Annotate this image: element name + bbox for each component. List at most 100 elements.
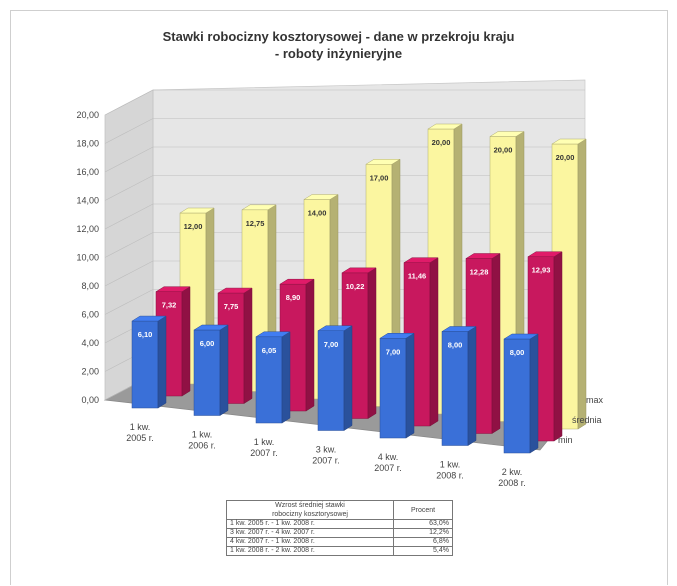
data-label-max: 20,00 — [432, 138, 451, 147]
bar-min-front — [131, 320, 159, 409]
x-tick-label: 2 kw. — [502, 467, 523, 477]
bar-max-top — [365, 159, 401, 165]
y-tick-label: 10,00 — [76, 253, 99, 263]
x-tick-label: 3 kw. — [316, 445, 337, 455]
bar-min-front — [503, 338, 531, 454]
x-tick-label: 1 kw. — [440, 460, 461, 470]
bar-średnia-top — [279, 278, 315, 285]
depth-axis-label: min — [558, 435, 573, 445]
data-label-max: 12,00 — [184, 222, 203, 231]
table-row: 3 kw. 2007 r. - 4 kw. 2007 r. 12,2% — [226, 528, 453, 538]
data-label-max: 17,00 — [370, 173, 389, 182]
gridline-side — [104, 175, 154, 201]
growth-table-header-label-line1: Wzrost średniej stawki — [275, 502, 345, 509]
x-tick-label: 2006 r. — [188, 441, 216, 451]
gridline-side — [104, 260, 154, 287]
bar-średnia-top — [527, 251, 563, 257]
bar-max-top — [489, 131, 525, 137]
x-tick-label: 2007 r. — [312, 456, 340, 466]
growth-table-header-label: Wzrost średniej stawki robocizny kosztor… — [226, 500, 394, 520]
bar-średnia-side — [429, 257, 439, 427]
data-label-średnia: 7,32 — [162, 301, 177, 310]
bar-max-top — [241, 204, 277, 211]
y-tick-label: 0,00 — [81, 395, 99, 405]
depth-axis-label: max — [586, 395, 604, 405]
bar-max-top — [427, 123, 463, 130]
bar-chart-3d: 0,00 2,00 4,00 6,00 8,00 10,00 12,00 14,00 16,00… — [76, 79, 604, 488]
data-label-max: 20,00 — [556, 153, 575, 162]
bar-średnia-side — [243, 287, 253, 404]
table-row-value: 63,0% — [393, 519, 453, 529]
bar-min-top — [131, 315, 167, 322]
table-row-value: 6,8% — [393, 537, 453, 547]
x-tick-label: 2005 r. — [126, 433, 154, 443]
x-tick-label: 2007 r. — [374, 463, 402, 473]
gridline-side — [104, 289, 154, 315]
bar-min-side — [467, 326, 477, 446]
table-row-label: 4 kw. 2007 r. - 1 kw. 2008 r. — [226, 537, 394, 547]
data-label-średnia: 12,28 — [470, 268, 489, 277]
bar-min-top — [441, 326, 477, 332]
gridline-side — [104, 203, 154, 230]
bar-średnia-top — [403, 257, 439, 263]
table-row-value: 12,2% — [393, 528, 453, 538]
data-label-min: 6,00 — [200, 339, 215, 348]
y-tick-label: 12,00 — [76, 224, 99, 234]
growth-table-header-label-line2: robocizny kosztorysowej — [272, 511, 348, 518]
data-label-max: 14,00 — [308, 209, 327, 218]
bar-min-side — [343, 325, 353, 431]
bar-średnia-top — [341, 267, 377, 274]
data-label-max: 20,00 — [494, 146, 513, 155]
y-tick-label: 4,00 — [81, 338, 99, 348]
data-label-średnia: 8,90 — [286, 293, 301, 302]
bar-min-side — [529, 333, 539, 454]
data-label-min: 6,10 — [138, 330, 153, 339]
data-label-min: 7,00 — [386, 347, 401, 356]
bar-min-top — [317, 325, 353, 331]
bar-min-top — [193, 324, 229, 331]
data-label-średnia: 7,75 — [224, 302, 239, 311]
chart-title-line1: Stawki robocizny kosztorysowej - dane w … — [162, 29, 515, 44]
bar-min-side — [281, 331, 291, 424]
data-label-min: 8,00 — [510, 348, 525, 357]
bar-średnia-side — [491, 253, 501, 434]
y-tick-label: 16,00 — [76, 167, 99, 177]
chart-title-line2: - roboty inżynieryjne — [274, 46, 403, 61]
depth-axis-label: średnia — [572, 415, 602, 425]
bar-max-top — [551, 138, 587, 145]
table-row: 1 kw. 2005 r. - 1 kw. 2008 r. 63,0% — [226, 519, 453, 529]
bar-max-top — [179, 207, 215, 214]
data-label-średnia: 10,22 — [346, 282, 365, 291]
data-label-min: 6,05 — [262, 346, 277, 355]
x-tick-label: 4 kw. — [378, 452, 399, 462]
x-tick-label: 2008 r. — [498, 478, 526, 488]
y-tick-label: 14,00 — [76, 196, 99, 206]
bar-min-front — [379, 338, 407, 439]
data-label-min: 7,00 — [324, 340, 339, 349]
bar-min-front — [255, 336, 283, 424]
data-label-średnia: 12,93 — [532, 266, 551, 275]
x-tick-label: 2007 r. — [250, 448, 278, 458]
bar-min-side — [157, 315, 167, 409]
growth-table-header-value: Procent — [393, 500, 453, 520]
x-tick-label: 2008 r. — [436, 471, 464, 481]
gridline-side — [104, 89, 154, 116]
gridline-side — [104, 232, 154, 258]
bar-średnia-side — [181, 286, 191, 397]
table-row-label: 3 kw. 2007 r. - 4 kw. 2007 r. — [226, 528, 394, 538]
bar-min-side — [405, 332, 415, 439]
bar-max-top — [303, 194, 339, 200]
gridline-side — [104, 118, 154, 144]
table-row-label: 1 kw. 2008 r. - 2 kw. 2008 r. — [226, 546, 394, 556]
data-label-max: 12,75 — [246, 219, 265, 228]
x-tick-label: 1 kw. — [254, 437, 275, 447]
table-row-label: 1 kw. 2005 r. - 1 kw. 2008 r. — [226, 519, 394, 529]
table-row-value: 5,4% — [393, 546, 453, 556]
bar-min-top — [503, 333, 539, 340]
bar-max-side — [577, 138, 587, 430]
y-tick-label: 2,00 — [81, 367, 99, 377]
y-tick-label: 18,00 — [76, 139, 99, 149]
bar-średnia-side — [305, 278, 315, 412]
bar-średnia-top — [217, 287, 253, 294]
table-row: 1 kw. 2008 r. - 2 kw. 2008 r. 5,4% — [226, 546, 453, 556]
